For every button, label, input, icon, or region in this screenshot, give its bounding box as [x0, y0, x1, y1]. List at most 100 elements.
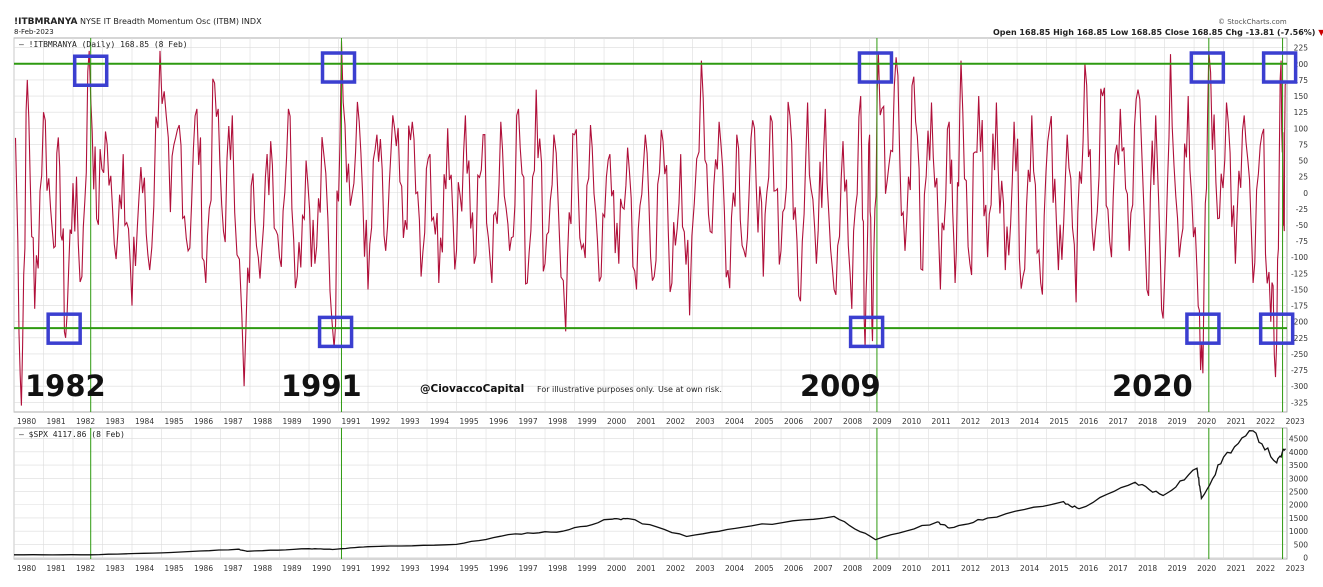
- chart-symbol-header: !ITBMRANYA NYSE IT Breadth Momentum Osc …: [14, 17, 262, 27]
- x-tick-label: 1990: [312, 417, 331, 426]
- x-tick-label: 2006: [784, 564, 803, 573]
- highlight-box: [317, 315, 354, 349]
- x-tick-label: 2009: [873, 564, 892, 573]
- y-tick-label: 25: [1298, 173, 1308, 182]
- x-tick-label: 1992: [371, 417, 390, 426]
- x-tick-label: 1995: [460, 417, 479, 426]
- y-tick-label: -25: [1296, 205, 1308, 214]
- x-tick-label: 2017: [1109, 564, 1128, 573]
- x-tick-label: 1985: [165, 417, 184, 426]
- x-tick-label: 1993: [401, 417, 420, 426]
- y-tick-label: 175: [1294, 76, 1309, 85]
- x-tick-label: 1980: [17, 417, 36, 426]
- y-tick-label: 100: [1294, 124, 1309, 133]
- x-tick-label: 1991: [342, 564, 361, 573]
- y-tick-label: 1000: [1289, 527, 1308, 536]
- x-tick-label: 2022: [1256, 417, 1275, 426]
- disclaimer-note: For illustrative purposes only.: [537, 385, 654, 394]
- y-tick-label: 2000: [1289, 501, 1308, 510]
- x-tick-label: 1984: [135, 417, 154, 426]
- spx-legend: — $SPX 4117.86 (8 Feb): [19, 430, 125, 439]
- x-tick-label: 2020: [1197, 564, 1216, 573]
- x-tick-label: 1981: [47, 564, 66, 573]
- x-tick-label: 2021: [1227, 564, 1246, 573]
- spx-panel: 1980 1981 1982 1983 1984 1985 1986 1987 1988 1989…: [13, 427, 1309, 573]
- y-tick-label: -100: [1291, 253, 1308, 262]
- y-tick-label: 500: [1294, 540, 1309, 549]
- oscillator-panel: 1980 1981 1982 1983 1984 1985 1986 1987 1988 1989…: [13, 37, 1309, 426]
- x-tick-label: 2007: [814, 564, 833, 573]
- x-tick-label: 2023: [1286, 564, 1305, 573]
- x-tick-label: 2001: [637, 417, 656, 426]
- highlight-box: [1185, 312, 1221, 345]
- x-tick-label: 1999: [578, 564, 597, 573]
- symbol-description: NYSE IT Breadth Momentum Osc (ITBM) INDX: [80, 17, 262, 26]
- x-tick-label: 1995: [460, 564, 479, 573]
- x-tick-label: 2005: [755, 417, 774, 426]
- annotations: 1982 1991 2009 2020 @CiovaccoCapital For illu…: [25, 369, 1193, 403]
- y-tick-label: 0: [1303, 554, 1308, 563]
- x-tick-label: 1997: [519, 417, 538, 426]
- x-tick-label: 2005: [755, 564, 774, 573]
- down-arrow-icon: ▼: [1318, 28, 1323, 37]
- x-tick-label: 1984: [135, 564, 154, 573]
- x-tick-label: 2021: [1227, 417, 1246, 426]
- x-tick-label: 2002: [666, 564, 685, 573]
- x-tick-label: 1989: [283, 564, 302, 573]
- highlight-box: [1258, 312, 1295, 345]
- x-tick-label: 2016: [1079, 417, 1098, 426]
- x-tick-label: 2017: [1109, 417, 1128, 426]
- year-annotation: 1991: [281, 369, 362, 403]
- x-tick-label: 1992: [371, 564, 390, 573]
- year-annotation: 2020: [1112, 369, 1193, 403]
- year-annotation: 2009: [800, 369, 881, 403]
- y-tick-label: -275: [1291, 366, 1308, 375]
- y-tick-label: 3500: [1289, 461, 1308, 470]
- y-tick-label: -325: [1291, 398, 1308, 407]
- x-tick-label: 2010: [902, 564, 921, 573]
- x-tick-label: 2004: [725, 417, 744, 426]
- y-tick-label: -50: [1296, 221, 1308, 230]
- highlight-box: [1189, 51, 1226, 84]
- y-tick-label: -200: [1291, 318, 1308, 327]
- x-tick-label: 2019: [1168, 564, 1187, 573]
- spx-series-line: [14, 430, 1287, 556]
- x-tick-label: 1990: [312, 564, 331, 573]
- x-tick-label: 2002: [666, 417, 685, 426]
- x-tick-label: 1988: [253, 417, 272, 426]
- x-tick-label: 2018: [1138, 564, 1157, 573]
- x-tick-label: 2010: [902, 417, 921, 426]
- x-tick-label: 1994: [430, 417, 449, 426]
- x-tick-label: 2015: [1050, 564, 1069, 573]
- x-tick-label: 1998: [548, 564, 567, 573]
- x-tick-label: 2008: [843, 564, 862, 573]
- x-tick-label: 2015: [1050, 417, 1069, 426]
- x-tick-label: 2011: [932, 417, 951, 426]
- oscillator-series-line: [14, 41, 1287, 406]
- x-tick-label: 2003: [696, 417, 715, 426]
- x-tick-label: 2014: [1020, 564, 1039, 573]
- x-tick-label: 2014: [1020, 417, 1039, 426]
- x-tick-label: 1982: [76, 417, 95, 426]
- y-tick-label: 50: [1298, 157, 1308, 166]
- y-tick-label: 150: [1294, 92, 1309, 101]
- x-tick-label: 1987: [224, 564, 243, 573]
- highlight-box: [320, 51, 357, 84]
- x-tick-label: 1996: [489, 417, 508, 426]
- y-tick-label: -150: [1291, 285, 1308, 294]
- highlight-box: [72, 54, 109, 87]
- x-tick-label: 1998: [548, 417, 567, 426]
- x-tick-label: 1983: [106, 417, 125, 426]
- x-tick-label: 2012: [961, 417, 980, 426]
- x-tick-label: 2013: [991, 564, 1010, 573]
- x-tick-label: 2012: [961, 564, 980, 573]
- x-tick-label: 2000: [607, 564, 626, 573]
- x-tick-label: 1991: [342, 417, 361, 426]
- x-tick-label: 1982: [76, 564, 95, 573]
- x-tick-label: 1994: [430, 564, 449, 573]
- x-tick-label: 2008: [843, 417, 862, 426]
- disclaimer-note: Use at own risk.: [658, 385, 722, 394]
- spx-frame: [13, 427, 1288, 560]
- y-tick-label: 200: [1294, 60, 1309, 69]
